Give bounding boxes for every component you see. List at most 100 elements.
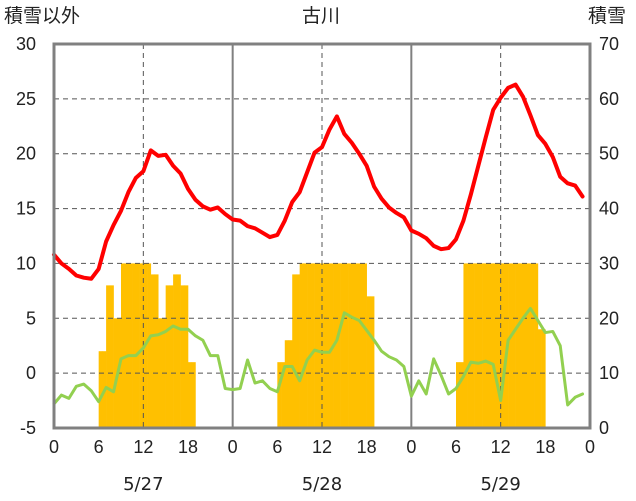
left-tick-label: 10: [16, 253, 36, 273]
x-tick-label: 18: [178, 437, 198, 457]
x-tick-label: 12: [312, 437, 332, 457]
x-tick-label: 12: [133, 437, 153, 457]
snow-bar: [325, 263, 330, 428]
right-axis-title: 積雪: [588, 6, 627, 27]
x-tick-label: 0: [228, 437, 238, 457]
snow-bar: [135, 263, 140, 428]
left-tick-label: -5: [20, 418, 36, 438]
snow-bar: [318, 263, 323, 428]
snow-bar: [359, 263, 364, 428]
right-tick-label: 60: [599, 89, 619, 109]
snow-bar: [508, 263, 513, 428]
snow-bar: [515, 263, 520, 428]
snow-bar: [500, 263, 505, 428]
right-tick-label: 0: [599, 418, 609, 438]
snow-bar: [530, 263, 535, 428]
snow-bar: [459, 362, 464, 428]
snow-bar: [147, 263, 152, 428]
right-tick-label: 40: [599, 199, 619, 219]
x-tick-label: 6: [94, 437, 104, 457]
snow-bar: [537, 329, 542, 428]
snow-bar: [340, 263, 345, 428]
snow-bar: [295, 274, 300, 428]
left-tick-label: 20: [16, 144, 36, 164]
snow-bar: [496, 263, 501, 428]
snow-bar: [519, 263, 524, 428]
snow-bar: [362, 263, 367, 428]
snow-bar: [139, 263, 144, 428]
snow-bar: [169, 285, 174, 428]
snow-bar: [482, 263, 487, 428]
right-tick-label: 20: [599, 308, 619, 328]
snow-bar: [284, 340, 289, 428]
secondary-line: [52, 306, 585, 407]
snow-bar: [526, 263, 531, 428]
right-tick-label: 70: [599, 34, 619, 54]
snow-bar: [355, 263, 360, 428]
snow-bar: [292, 274, 297, 428]
snow-bar: [336, 263, 341, 428]
left-axis-title: 積雪以外: [4, 6, 81, 27]
snow-bar: [370, 296, 375, 428]
snow-bar: [299, 263, 304, 428]
plot-frame: [52, 42, 592, 430]
snow-bar: [489, 263, 494, 428]
snow-bar: [98, 351, 103, 428]
snow-bar: [348, 263, 353, 428]
left-tick-label: 5: [26, 308, 36, 328]
snow-bar: [154, 274, 159, 428]
snow-bar: [188, 362, 193, 428]
snow-bar: [467, 263, 472, 428]
chart-title: 古川: [302, 6, 341, 27]
left-tick-label: 25: [16, 89, 36, 109]
x-tick-label: 6: [451, 437, 461, 457]
x-tick-label: 0: [585, 437, 595, 457]
right-tick-label: 30: [599, 253, 619, 273]
snow-bar: [456, 362, 461, 428]
snow-bar: [485, 263, 490, 428]
snow-bar: [478, 263, 483, 428]
snow-bar: [165, 285, 170, 428]
snow-bar: [523, 263, 528, 428]
snow-bar: [463, 263, 468, 428]
snow-bar: [288, 340, 293, 428]
left-tick-label: 15: [16, 199, 36, 219]
snow-bar: [106, 285, 111, 428]
snow-bar: [150, 274, 155, 428]
x-tick-label: 18: [357, 437, 377, 457]
temperature-line: [52, 82, 585, 281]
snow-bar: [351, 263, 356, 428]
snow-bar: [329, 263, 334, 428]
snow-bar: [176, 274, 181, 428]
snow-bar: [470, 263, 475, 428]
snow-bar: [113, 318, 118, 428]
left-tick-label: 30: [16, 34, 36, 54]
day-label: 5/27: [123, 474, 163, 495]
x-tick-label: 0: [406, 437, 416, 457]
x-tick-label: 0: [49, 437, 59, 457]
snow-bar: [158, 318, 163, 428]
x-tick-label: 18: [535, 437, 555, 457]
snow-bar: [124, 263, 129, 428]
snow-bar: [132, 263, 137, 428]
snow-bar: [314, 263, 319, 428]
day-label: 5/29: [480, 474, 520, 495]
snow-bar: [493, 263, 498, 428]
snow-bar: [173, 274, 178, 428]
x-tick-label: 6: [272, 437, 282, 457]
snow-bar: [310, 263, 315, 428]
snow-bar: [322, 263, 327, 428]
snow-bar: [121, 263, 126, 428]
left-tick-label: 0: [26, 363, 36, 383]
snow-bar: [511, 263, 516, 428]
snow-bar: [307, 263, 312, 428]
snow-bar: [184, 285, 189, 428]
snow-bar: [303, 263, 308, 428]
right-tick-label: 50: [599, 144, 619, 164]
snow-bar: [366, 296, 371, 428]
day-label: 5/28: [302, 474, 342, 495]
snow-bar: [344, 263, 349, 428]
snow-bar: [180, 285, 185, 428]
right-tick-label: 10: [599, 363, 619, 383]
